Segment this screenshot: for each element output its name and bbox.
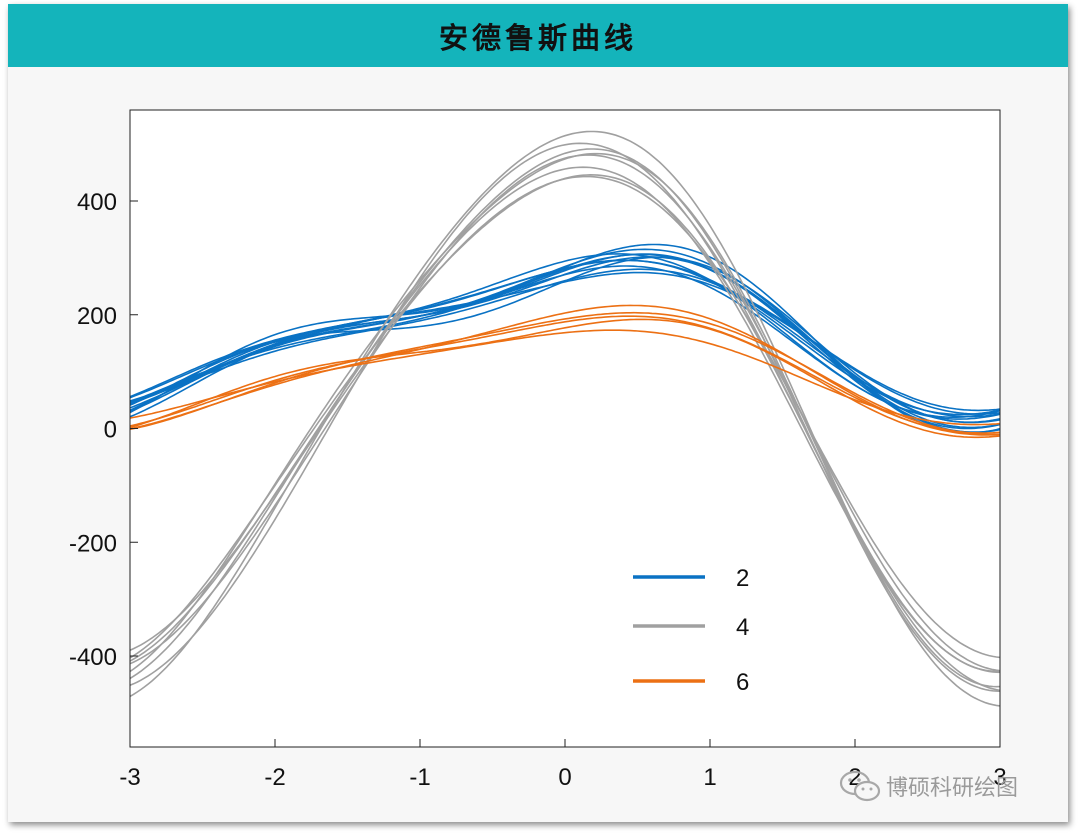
y-tick-label: 200 <box>77 303 117 330</box>
legend-label-2: 2 <box>736 565 749 592</box>
curve-series-2-11 <box>130 248 1000 429</box>
curve-series-4-7 <box>130 173 1000 673</box>
x-tick-label: 0 <box>558 764 571 791</box>
legend-label-4: 4 <box>736 614 749 641</box>
y-axis: 400 200 0 -200 -400 <box>69 189 138 671</box>
x-tick-label: -3 <box>119 764 140 791</box>
curve-series-6-4 <box>130 304 1000 436</box>
curve-series-6-2 <box>130 311 1000 436</box>
wechat-icon <box>839 770 881 802</box>
x-axis: -3 -2 -1 0 1 2 3 <box>119 739 1007 791</box>
x-tick-label: -1 <box>409 764 430 791</box>
title-bar: 安德鲁斯曲线 <box>8 4 1068 67</box>
chart-title: 安德鲁斯曲线 <box>438 20 637 55</box>
y-tick-label: -400 <box>69 644 117 671</box>
curve-series-6-5 <box>130 318 1000 439</box>
plot-area <box>130 110 1000 747</box>
curve-series-4-8 <box>130 154 1000 672</box>
x-tick-label: 3 <box>993 764 1006 791</box>
x-tick-label: -2 <box>264 764 285 791</box>
curve-series-2-8 <box>130 268 1000 412</box>
curves-layer <box>130 130 1000 707</box>
watermark-text: 博硕科研绘图 <box>886 776 1019 801</box>
legend-label-6: 6 <box>736 669 749 696</box>
curve-series-4-1 <box>130 148 1000 692</box>
curve-series-6-1 <box>130 315 1000 434</box>
curve-series-4-6 <box>130 142 1000 692</box>
y-tick-label: -200 <box>69 530 117 557</box>
watermark: 博硕科研绘图 <box>838 768 1018 804</box>
y-tick-label: 0 <box>104 417 117 444</box>
x-tick-label: 1 <box>703 764 716 791</box>
curve-series-2-12 <box>130 271 1000 415</box>
curve-series-2-10 <box>130 265 1000 420</box>
legend: 2 4 6 <box>633 565 749 696</box>
curve-series-6-3 <box>130 329 1000 426</box>
y-tick-label: 400 <box>77 189 117 216</box>
